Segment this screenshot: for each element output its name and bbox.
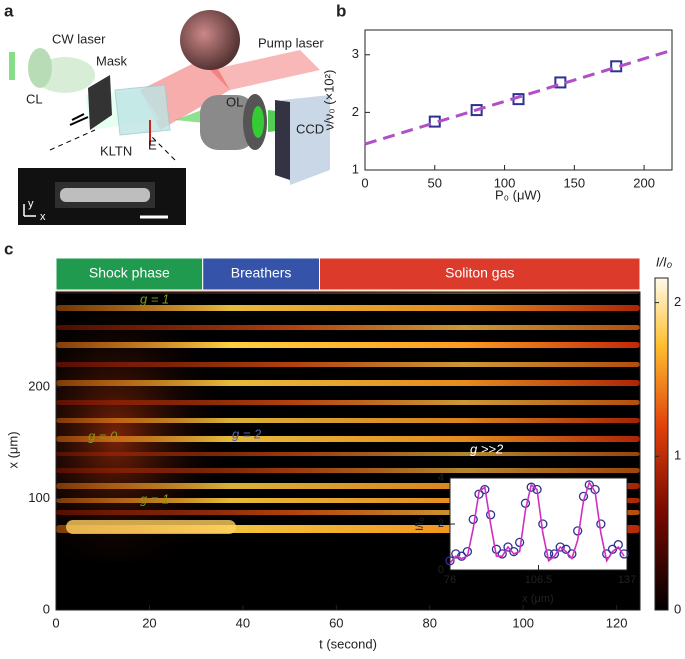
annotation: g >>2 <box>470 441 504 456</box>
x-tick-label: 100 <box>494 175 516 190</box>
x-tick-label: 200 <box>633 175 655 190</box>
colorbar-label: I/I₀ <box>656 254 673 269</box>
y-tick-label: 0 <box>43 601 50 616</box>
heatmap-stripe <box>56 380 640 386</box>
data-point <box>549 549 560 559</box>
x-axis-label: t (second) <box>319 636 377 651</box>
data-point <box>555 542 565 552</box>
phase-band <box>202 257 321 291</box>
phase-label: Shock phase <box>89 265 170 281</box>
x-tick-label: 50 <box>428 175 442 190</box>
y-tick-label: 1 <box>352 161 359 176</box>
phase-label: Breathers <box>231 265 292 281</box>
y-tick-label: 100 <box>28 490 50 505</box>
x-tick-label: 0 <box>361 175 368 190</box>
schematic-label: CCD <box>296 121 324 136</box>
schematic-label: Mask <box>96 53 128 68</box>
axis-letter: x <box>40 211 46 223</box>
fit-line <box>449 480 625 564</box>
x-tick-label: 76 <box>444 574 456 586</box>
colorbar-tick-label: 2 <box>674 294 681 309</box>
heatmap-stripe <box>56 452 640 456</box>
plot-frame <box>55 291 641 611</box>
heatmap-stripe <box>56 400 640 405</box>
schematic-label: E <box>148 137 157 152</box>
schematic-label: Pump laser <box>258 35 324 50</box>
data-point <box>584 480 594 490</box>
heatmap-stripe <box>56 468 640 473</box>
axis-letter: y <box>28 198 34 210</box>
data-point <box>619 549 629 559</box>
data-point <box>445 556 455 566</box>
data-point <box>613 540 623 550</box>
annotation: g = 1 <box>140 491 169 506</box>
annotation: g = 0 <box>88 428 118 443</box>
y-tick-label: 2 <box>438 518 444 530</box>
heatmap-stripe <box>66 520 236 534</box>
annotation: g = 1 <box>140 291 169 306</box>
heatmap-stripe <box>56 418 640 423</box>
x-tick-label: 150 <box>563 175 585 190</box>
heatmap-stripe <box>56 362 640 367</box>
data-point <box>497 549 507 559</box>
x-axis-label: x (μm) <box>522 593 553 605</box>
panel-label: a <box>4 1 14 20</box>
y-tick-label: 200 <box>28 378 50 393</box>
data-point <box>468 514 478 525</box>
colorbar-tick-label: 0 <box>674 601 681 616</box>
annotation: g = 2 <box>232 426 262 441</box>
fit-line <box>364 48 673 146</box>
schematic-label: OL <box>226 94 243 109</box>
schematic-label: CL <box>26 91 43 106</box>
x-tick-label: 106.5 <box>525 574 553 586</box>
y-tick-label: 3 <box>352 46 359 61</box>
panel-label: b <box>336 1 346 20</box>
phase-band <box>55 257 204 291</box>
data-point <box>470 104 483 117</box>
y-axis-label: x (μm) <box>5 431 20 468</box>
heatmap-stripe <box>56 436 640 442</box>
phase-band <box>319 257 641 291</box>
x-tick-label: 137 <box>618 574 636 586</box>
schematic <box>9 10 330 225</box>
x-tick-label: 20 <box>142 615 156 630</box>
data-point <box>474 489 484 499</box>
panel-label: c <box>4 239 13 258</box>
x-tick-label: 80 <box>423 615 437 630</box>
schematic-label: KLTN <box>100 143 132 158</box>
data-point <box>503 542 513 552</box>
plot-frame <box>364 29 673 171</box>
colorbar <box>654 277 669 611</box>
data-point <box>451 549 461 559</box>
heatmap-stripe <box>56 305 640 311</box>
colorbar-tick-label: 1 <box>674 448 681 463</box>
schematic-label: CW laser <box>52 31 106 46</box>
y-tick-label: 0 <box>438 564 444 576</box>
x-tick-label: 40 <box>236 615 250 630</box>
x-tick-label: 100 <box>512 615 534 630</box>
x-tick-label: 120 <box>606 615 628 630</box>
y-axis-label: ν/ν₀ (×10²) <box>321 70 336 131</box>
y-tick-label: 2 <box>352 104 359 119</box>
y-axis-label: I/I₀ <box>414 517 426 531</box>
x-axis-label: P₀ (μW) <box>495 187 541 202</box>
data-point <box>485 510 496 520</box>
y-tick-label: 4 <box>438 472 444 484</box>
heatmap-stripe <box>56 342 640 348</box>
heatmap-stripe <box>56 325 640 330</box>
x-tick-label: 0 <box>52 615 59 630</box>
phase-label: Soliton gas <box>445 265 514 281</box>
x-tick-label: 60 <box>329 615 343 630</box>
